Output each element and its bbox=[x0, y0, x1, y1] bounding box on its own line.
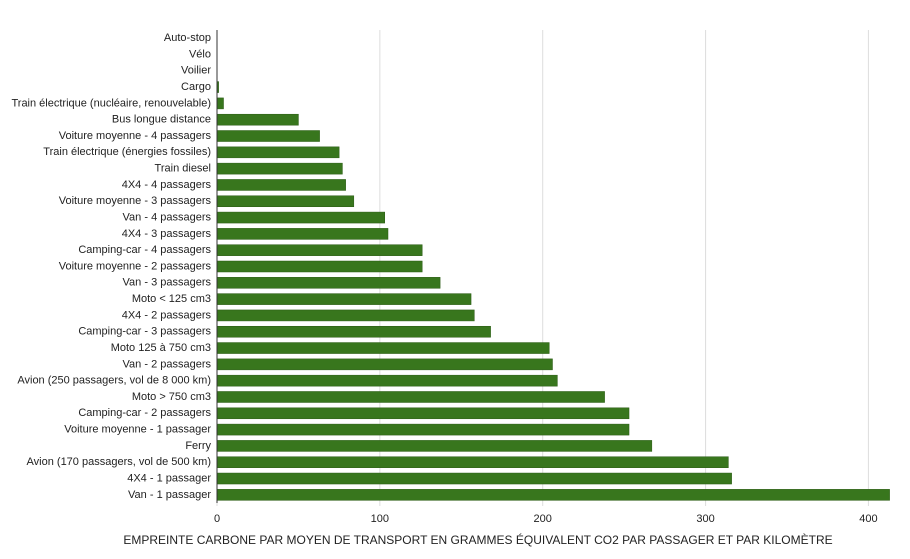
bar bbox=[216, 472, 732, 485]
y-tick-label: Avion (170 passagers, vol de 500 km) bbox=[27, 456, 211, 468]
bar bbox=[216, 195, 355, 208]
bar bbox=[216, 130, 320, 142]
y-tick-label: 4X4 - 2 passagers bbox=[122, 309, 212, 321]
bar bbox=[216, 342, 550, 354]
y-tick-label: Vélo bbox=[189, 48, 211, 60]
y-tick-label: 4X4 - 4 passagers bbox=[122, 179, 212, 191]
chart-title: EMPREINTE CARBONE PAR MOYEN DE TRANSPORT… bbox=[123, 532, 832, 547]
y-tick-label: Train électrique (énergies fossiles) bbox=[43, 146, 211, 158]
y-tick-label: Van - 4 passagers bbox=[123, 211, 212, 223]
y-tick-label: Voilier bbox=[181, 65, 211, 77]
x-tick-label: 200 bbox=[534, 513, 552, 525]
bar bbox=[216, 211, 385, 224]
bar bbox=[216, 113, 299, 126]
bar bbox=[216, 309, 475, 322]
bar bbox=[216, 325, 491, 338]
bar bbox=[216, 407, 630, 420]
y-tick-label: Van - 1 passager bbox=[128, 489, 211, 501]
y-tick-label: Cargo bbox=[181, 81, 211, 93]
bar bbox=[216, 179, 346, 191]
bar bbox=[216, 374, 558, 387]
bar bbox=[216, 277, 441, 289]
bar bbox=[216, 456, 729, 468]
x-tick-label: 100 bbox=[371, 513, 389, 525]
y-tick-label: Voiture moyenne - 2 passagers bbox=[59, 260, 212, 272]
bar bbox=[216, 293, 472, 305]
y-tick-label: Moto > 750 cm3 bbox=[132, 391, 211, 403]
y-tick-label: Avion (250 passagers, vol de 8 000 km) bbox=[17, 375, 211, 387]
y-tick-label: Van - 2 passagers bbox=[123, 358, 212, 370]
y-tick-label: Ferry bbox=[185, 440, 211, 452]
y-tick-label: Camping-car - 2 passagers bbox=[78, 407, 211, 419]
y-tick-label: Camping-car - 4 passagers bbox=[78, 244, 211, 256]
y-tick-label: 4X4 - 1 passager bbox=[127, 472, 211, 484]
y-tick-label: Moto 125 à 750 cm3 bbox=[111, 342, 211, 354]
y-tick-label: Train diesel bbox=[155, 163, 211, 175]
bar bbox=[216, 260, 423, 273]
x-tick-label: 300 bbox=[696, 513, 714, 525]
x-tick-label: 0 bbox=[214, 513, 220, 525]
y-tick-label: Voiture moyenne - 1 passager bbox=[64, 424, 211, 436]
bar bbox=[216, 358, 553, 371]
bar bbox=[216, 146, 340, 159]
x-tick-label: 400 bbox=[859, 513, 877, 525]
y-tick-label: Moto < 125 cm3 bbox=[132, 293, 211, 305]
y-tick-label: Bus longue distance bbox=[112, 114, 211, 126]
bar bbox=[216, 162, 343, 175]
bar bbox=[216, 228, 389, 240]
y-tick-label: Camping-car - 3 passagers bbox=[78, 326, 211, 338]
bar bbox=[216, 423, 630, 436]
y-tick-label: Auto-stop bbox=[164, 32, 211, 44]
y-tick-label: Train électrique (nucléaire, renouvelabl… bbox=[11, 97, 211, 109]
bar bbox=[216, 489, 890, 501]
y-tick-label: Voiture moyenne - 3 passagers bbox=[59, 195, 212, 207]
y-tick-label: 4X4 - 3 passagers bbox=[122, 228, 212, 240]
y-tick-label: Voiture moyenne - 4 passagers bbox=[59, 130, 212, 142]
bar bbox=[216, 391, 605, 403]
bar bbox=[216, 97, 224, 110]
bar bbox=[216, 440, 653, 452]
bar bbox=[216, 244, 423, 256]
y-tick-label: Van - 3 passagers bbox=[123, 277, 212, 289]
